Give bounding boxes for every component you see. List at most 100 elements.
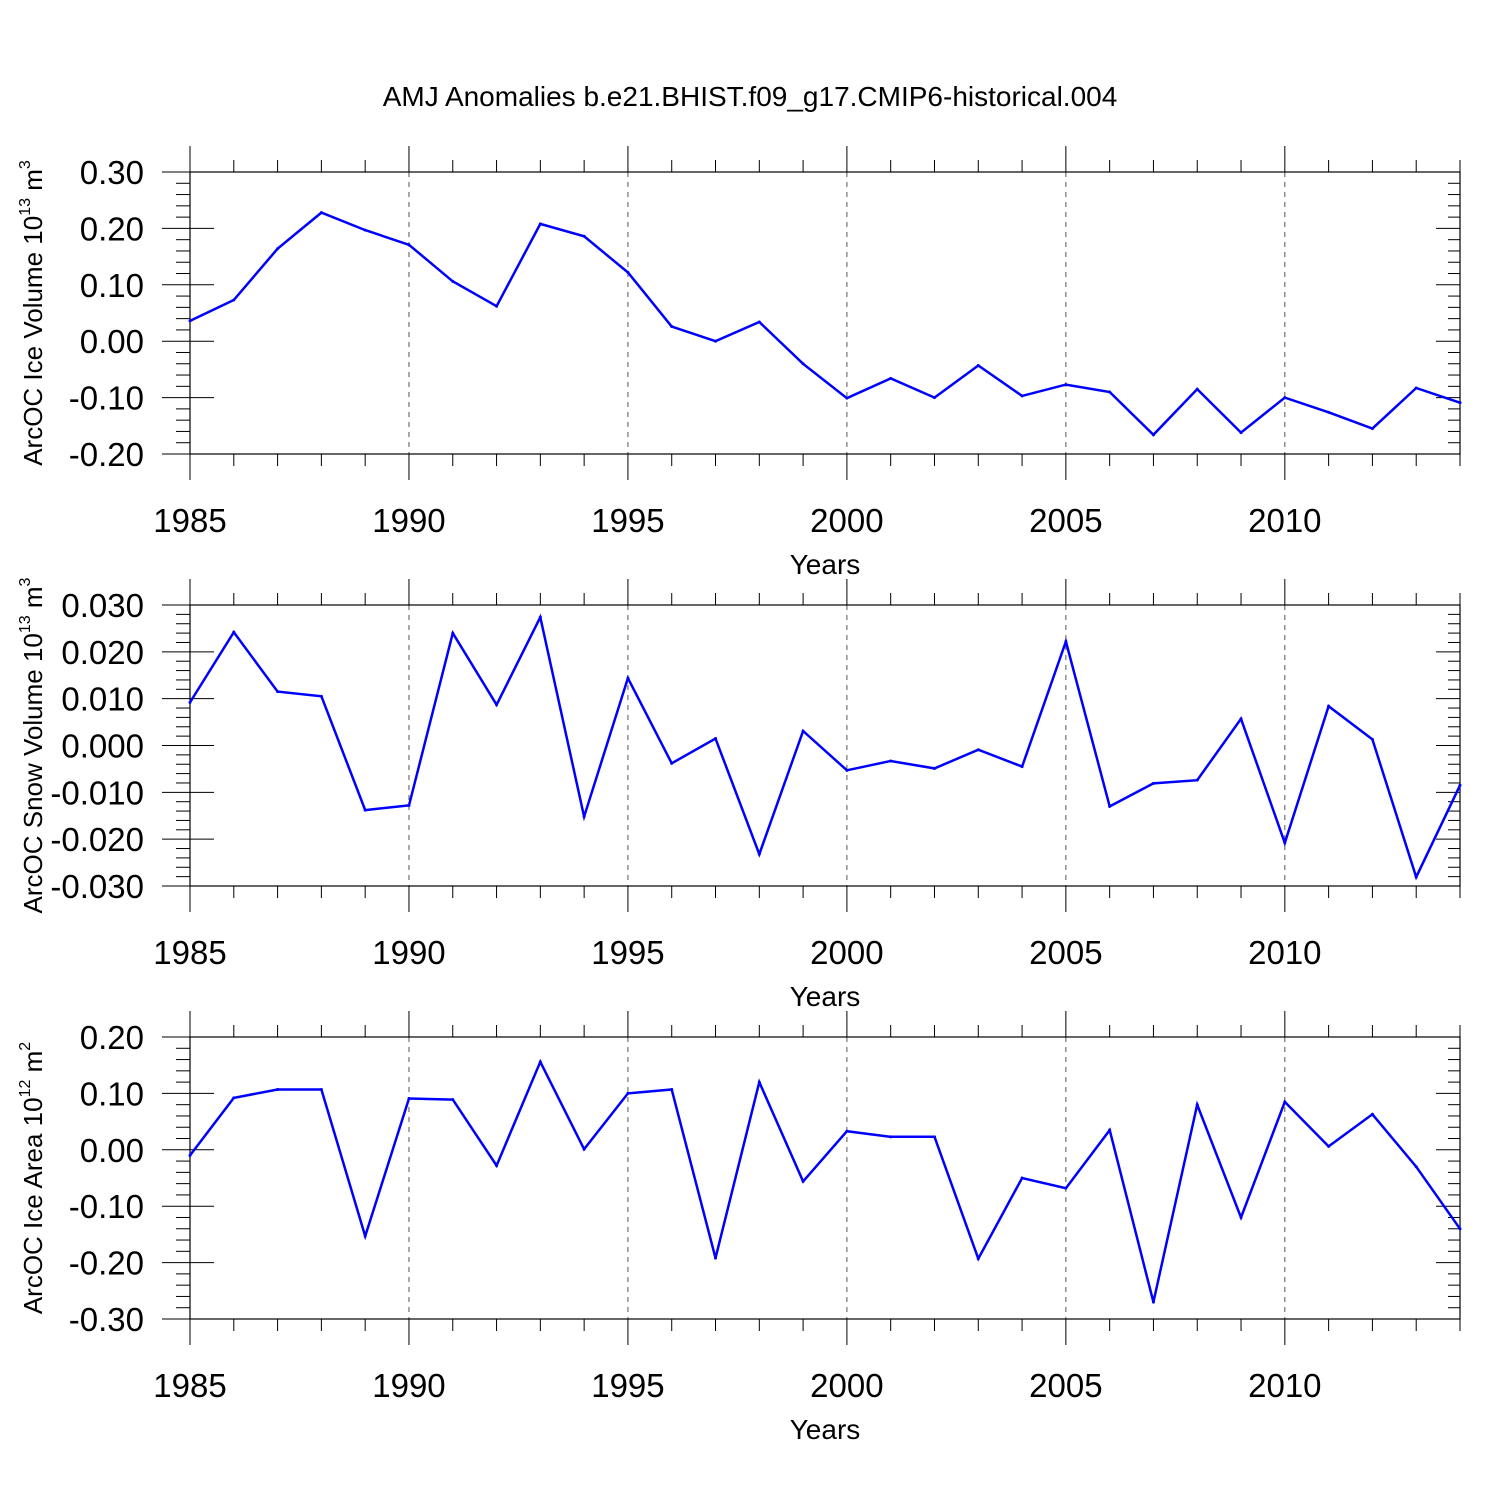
ice-area-panel: 1985 1990 1995 2000 2005 2010 Years -0.30 -0.20 -…	[17, 1011, 1462, 1445]
ice-volume-panel: 1985 1990 1995 2000 2005 2010 Years -0.20 -0.10 0…	[17, 146, 1462, 580]
y-tick-label: 0.10	[80, 1075, 144, 1112]
series-line	[188, 613, 1462, 881]
data-point-2005	[1064, 640, 1068, 644]
x-tick-label: 1985	[153, 1367, 226, 1404]
data-point-1986	[232, 630, 236, 634]
data-point-2013	[1414, 1165, 1418, 1169]
data-point-2004	[1020, 394, 1024, 398]
y-axis-label-unit: m	[18, 169, 48, 198]
data-point-2002	[932, 396, 936, 400]
data-point-1996	[670, 325, 674, 329]
data-point-1995	[626, 1091, 630, 1095]
y-axis-label: ArcOC Snow Volume 1013 m3	[17, 577, 48, 913]
data-point-1990	[407, 243, 411, 247]
data-point-1999	[801, 1179, 805, 1183]
x-axis-label: Years	[790, 1414, 861, 1445]
y-tick-label: 0.30	[80, 154, 144, 191]
data-point-1989	[363, 228, 367, 232]
x-tick-label: 1990	[372, 502, 445, 539]
x-tick-label: 2005	[1029, 934, 1102, 971]
y-tick-label: 0.020	[61, 634, 144, 671]
data-point-1991	[451, 1098, 455, 1102]
x-tick-label: 1995	[591, 502, 664, 539]
data-point-1998	[757, 320, 761, 324]
y-tick-label: 0.20	[80, 210, 144, 247]
y-axis-label-exponent: 13	[17, 615, 34, 633]
data-point-1985	[188, 1153, 192, 1157]
data-point-2013	[1414, 386, 1418, 390]
x-tick-label: 2010	[1248, 1367, 1321, 1404]
data-point-2005	[1064, 1186, 1068, 1190]
y-tick-label: 0.10	[80, 267, 144, 304]
data-point-2009	[1239, 717, 1243, 721]
data-point-1993	[538, 615, 542, 619]
x-tick-label: 2010	[1248, 502, 1321, 539]
data-point-2012	[1370, 737, 1374, 741]
x-axis-label: Years	[790, 981, 861, 1012]
data-point-2000	[845, 1129, 849, 1133]
data-point-1985	[188, 319, 192, 323]
y-axis-label-exponent: 13	[17, 198, 34, 216]
y-tick-label: -0.20	[69, 436, 144, 473]
data-point-1998	[757, 1080, 761, 1084]
data-point-2006	[1108, 390, 1112, 394]
y-axis-label-main: ArcOC Ice Volume 10	[18, 216, 48, 466]
data-point-2007	[1151, 433, 1155, 437]
data-point-2014	[1458, 1227, 1462, 1231]
x-axis-label: Years	[790, 549, 861, 580]
series-line	[189, 211, 1461, 437]
data-point-2000	[845, 768, 849, 772]
x-tick-label: 1990	[372, 1367, 445, 1404]
data-point-1992	[495, 703, 499, 707]
data-point-2007	[1151, 781, 1155, 785]
y-tick-label: -0.020	[50, 821, 144, 858]
y-tick-label: -0.10	[69, 1188, 144, 1225]
data-point-2011	[1327, 704, 1331, 708]
x-tick-label: 2000	[810, 502, 883, 539]
data-point-1989	[363, 1234, 367, 1238]
data-point-1986	[232, 1096, 236, 1100]
data-point-1990	[407, 803, 411, 807]
x-tick-label: 1985	[153, 502, 226, 539]
data-point-1988	[319, 694, 323, 698]
y-axis-label-unit-exponent: 3	[17, 160, 34, 169]
data-point-2001	[889, 376, 893, 380]
x-tick-label: 2000	[810, 934, 883, 971]
y-axis-label-unit-exponent: 3	[17, 577, 34, 586]
y-axis-label: ArcOC Ice Volume 1013 m3	[17, 160, 48, 466]
data-point-1992	[495, 1164, 499, 1168]
data-point-1995	[626, 676, 630, 680]
y-tick-label: -0.20	[69, 1245, 144, 1282]
x-tick-label: 2005	[1029, 1367, 1102, 1404]
data-point-1987	[276, 247, 280, 251]
y-tick-label: 0.00	[80, 323, 144, 360]
data-point-2007	[1151, 1300, 1155, 1304]
y-axis-label-unit: m	[18, 1051, 48, 1080]
data-point-2003	[976, 1257, 980, 1261]
data-point-2004	[1020, 1176, 1024, 1180]
data-point-1997	[714, 339, 718, 343]
data-point-2008	[1195, 1103, 1199, 1107]
data-point-1988	[319, 1087, 323, 1091]
data-point-1987	[276, 1087, 280, 1091]
data-point-1985	[188, 700, 192, 704]
series-line	[189, 1058, 1462, 1303]
data-point-2001	[889, 759, 893, 763]
data-point-2002	[932, 1135, 936, 1139]
y-axis-label-exponent: 12	[17, 1080, 34, 1098]
data-point-2005	[1064, 383, 1068, 387]
data-point-1994	[582, 234, 586, 238]
x-tick-label: 1995	[591, 1367, 664, 1404]
data-point-2012	[1370, 1112, 1374, 1116]
data-point-2014	[1458, 783, 1462, 787]
data-point-1994	[582, 1147, 586, 1151]
data-point-2003	[976, 363, 980, 367]
data-point-2011	[1327, 410, 1331, 414]
y-tick-label: -0.10	[69, 380, 144, 417]
data-point-1991	[451, 279, 455, 283]
y-tick-label: 0.010	[61, 681, 144, 718]
data-point-2010	[1283, 396, 1287, 400]
data-point-1999	[801, 729, 805, 733]
x-tick-label: 1990	[372, 934, 445, 971]
